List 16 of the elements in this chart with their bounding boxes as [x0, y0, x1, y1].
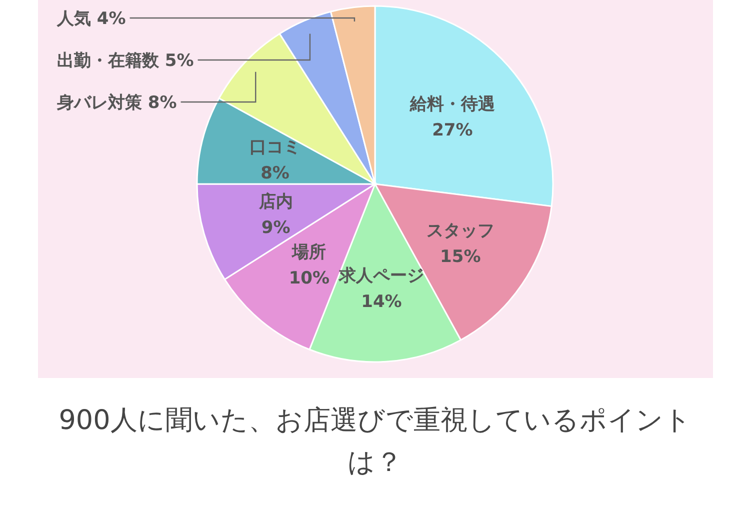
data-label: 9% — [261, 218, 290, 238]
data-label: 14% — [361, 292, 402, 312]
data-label: 15% — [440, 247, 481, 268]
slice-label: 身バレ対策 8% — [56, 93, 177, 113]
slice-label: 場所 — [291, 242, 326, 263]
data-label: 8% — [260, 163, 290, 184]
slice-label: スタッフ — [426, 221, 494, 242]
slice-label: 求人ページ — [338, 266, 424, 286]
slice-label: 店内 — [258, 192, 293, 212]
slice-label: 出勤・在籍数 5% — [57, 51, 194, 71]
slice-label: 人気 4% — [56, 9, 126, 29]
slice-label: 口コミ — [250, 137, 301, 158]
data-label: 27% — [432, 120, 473, 141]
slice-label: 給料・待遇 — [408, 94, 495, 115]
text: 900人に聞いた、お店選びで重視しているポイントは？ — [58, 404, 692, 480]
data-label: 10% — [288, 268, 330, 289]
